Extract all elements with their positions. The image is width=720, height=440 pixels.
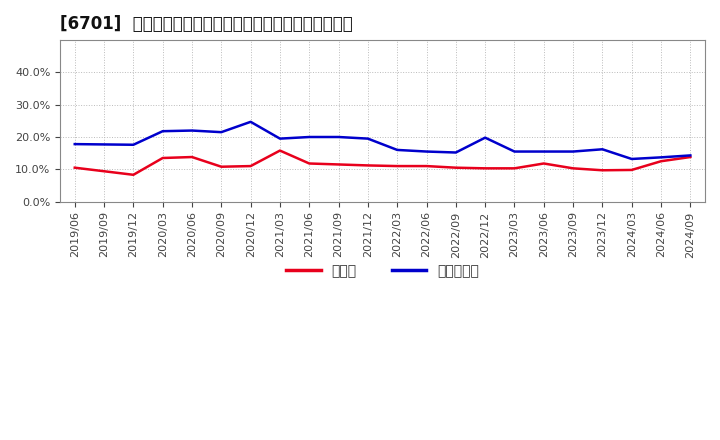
Text: [6701]  現頴金、有利子負債の総資産に対する比率の推移: [6701] 現頴金、有利子負債の総資産に対する比率の推移 xyxy=(60,15,353,33)
Legend: 現頴金, 有利子負債: 現頴金, 有利子負債 xyxy=(280,258,485,283)
